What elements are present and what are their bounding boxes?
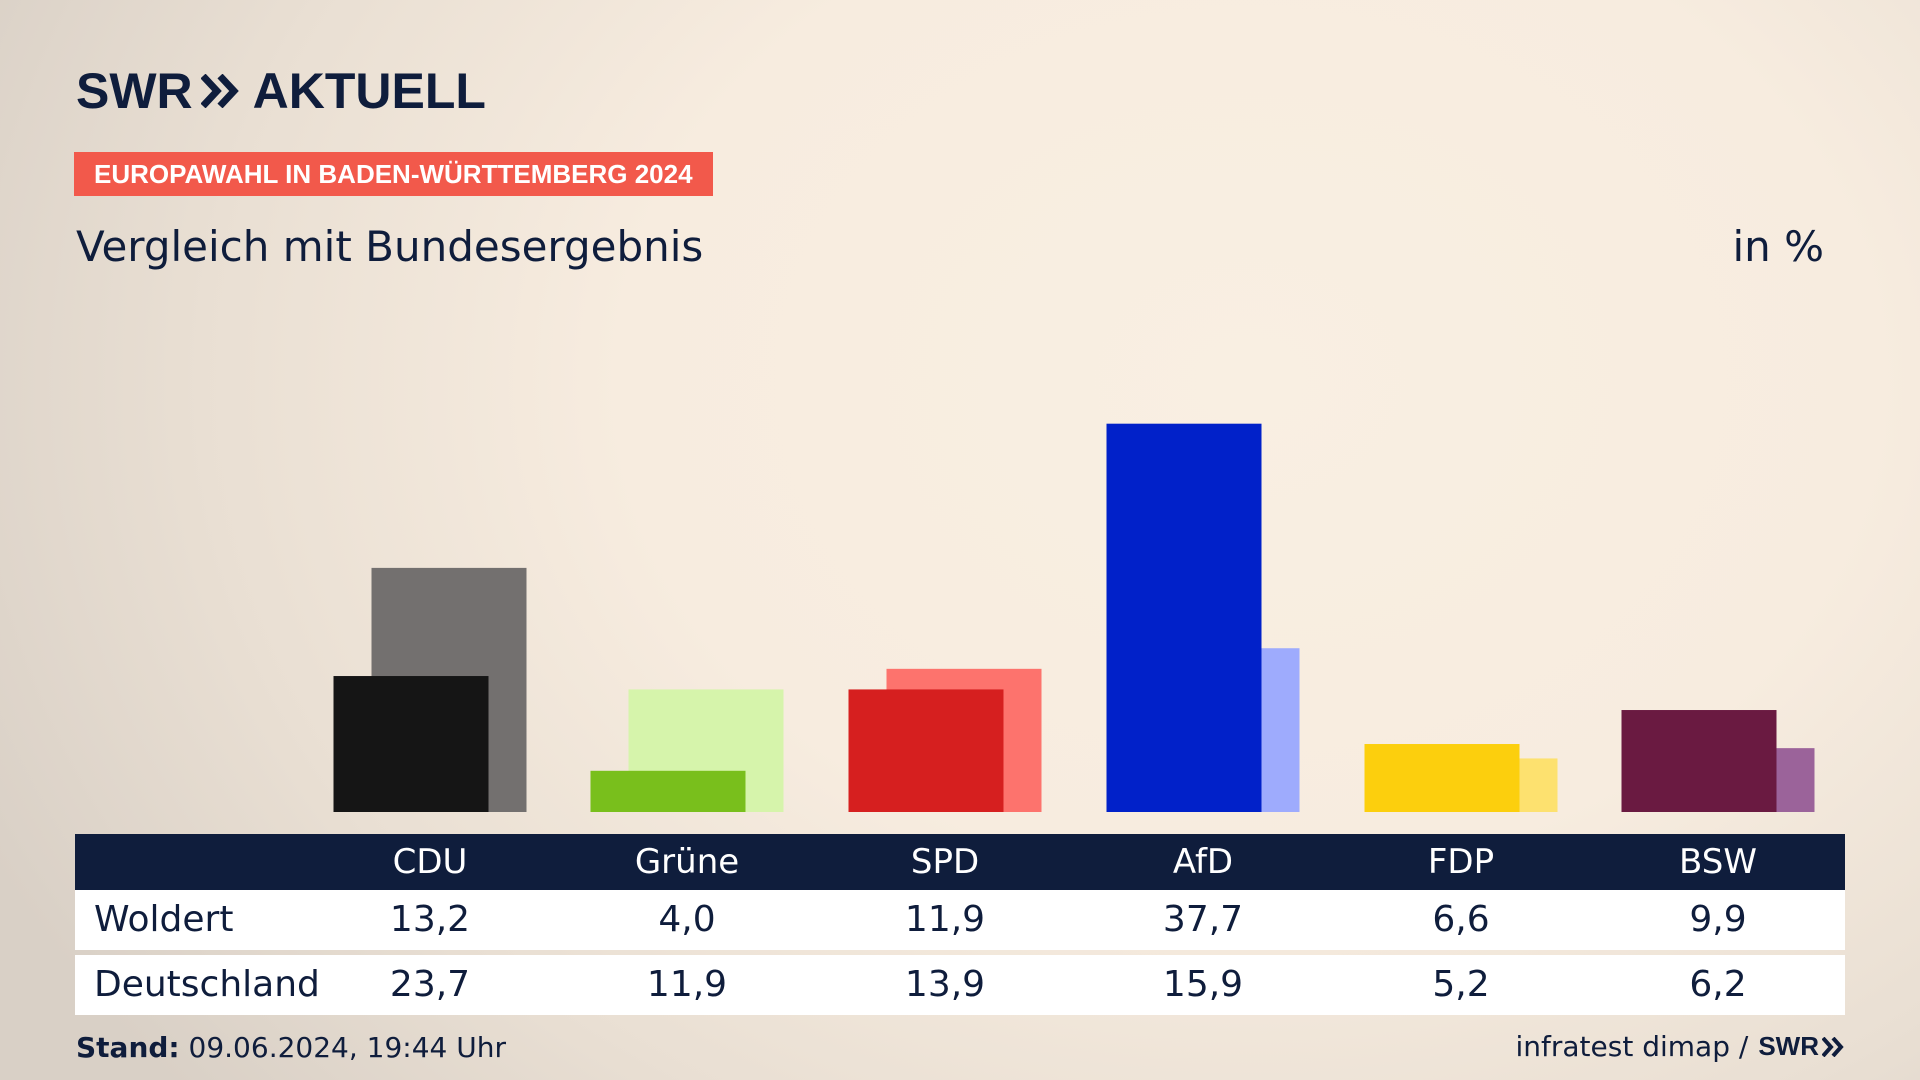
table-cell: 11,9 — [646, 964, 728, 1005]
chart-subtitle: Vergleich mit Bundesergebnis — [76, 222, 704, 271]
timestamp: Stand: 09.06.2024, 19:44 Uhr — [76, 1031, 506, 1064]
column-header: CDU — [392, 842, 468, 882]
table-cell: 6,6 — [1432, 899, 1490, 940]
double-chevron-small-icon — [1822, 1036, 1844, 1057]
table-row-deutschland: Deutschland 23,7 11,9 13,9 15,9 5,2 6,2 — [75, 955, 1845, 1015]
swr-small-text: SWR — [1758, 1031, 1819, 1061]
swr-aktuell-logo: SWR AKTUELL — [76, 63, 486, 119]
table-cell: 37,7 — [1162, 899, 1244, 940]
stand-value: 09.06.2024, 19:44 Uhr — [188, 1031, 506, 1064]
row-label: Deutschland — [94, 964, 320, 1005]
swr-small-logo: SWR — [1758, 1031, 1844, 1062]
table-cell: 11,9 — [904, 899, 986, 940]
election-badge: EUROPAWAHL IN BADEN-WÜRTTEMBERG 2024 — [74, 152, 713, 196]
logo-swr-text: SWR — [76, 63, 193, 119]
row-label: Woldert — [94, 899, 234, 940]
table-cell: 5,2 — [1432, 964, 1490, 1005]
column-header: SPD — [910, 842, 980, 882]
double-chevron-icon — [200, 74, 239, 108]
table-cell: 9,9 — [1689, 899, 1747, 940]
column-header: BSW — [1679, 842, 1757, 882]
table-cell: 6,2 — [1689, 964, 1747, 1005]
results-table: CDU Grüne SPD AfD FDP BSW Woldert 13,2 4,0 11,9… — [75, 834, 1845, 1015]
bar-woldert-spd — [848, 689, 1004, 812]
bar-chart — [333, 423, 1815, 812]
bar-woldert-grüne — [590, 770, 746, 812]
table-header-row: CDU Grüne SPD AfD FDP BSW — [75, 834, 1845, 890]
table-cell: 4,0 — [658, 899, 716, 940]
source-credit: infratest dimap / SWR — [1516, 1030, 1845, 1063]
bar-woldert-fdp — [1364, 744, 1520, 812]
column-header: AfD — [1172, 842, 1234, 882]
bar-woldert-bsw — [1621, 710, 1777, 812]
table-cell: 13,9 — [904, 964, 986, 1005]
column-header: Grüne — [634, 842, 740, 882]
table-cell: 13,2 — [389, 899, 471, 940]
table-row-woldert: Woldert 13,2 4,0 11,9 37,7 6,6 9,9 — [75, 890, 1845, 950]
bar-woldert-afd — [1106, 423, 1262, 812]
source-text: infratest dimap / — [1515, 1030, 1749, 1063]
table-cell: 23,7 — [389, 964, 471, 1005]
stand-label: Stand: — [76, 1031, 180, 1064]
chart-unit: in % — [1732, 222, 1824, 271]
logo-aktuell-text: AKTUELL — [252, 63, 486, 119]
column-header: FDP — [1427, 842, 1495, 882]
table-cell: 15,9 — [1162, 964, 1244, 1005]
bar-woldert-cdu — [333, 676, 489, 812]
